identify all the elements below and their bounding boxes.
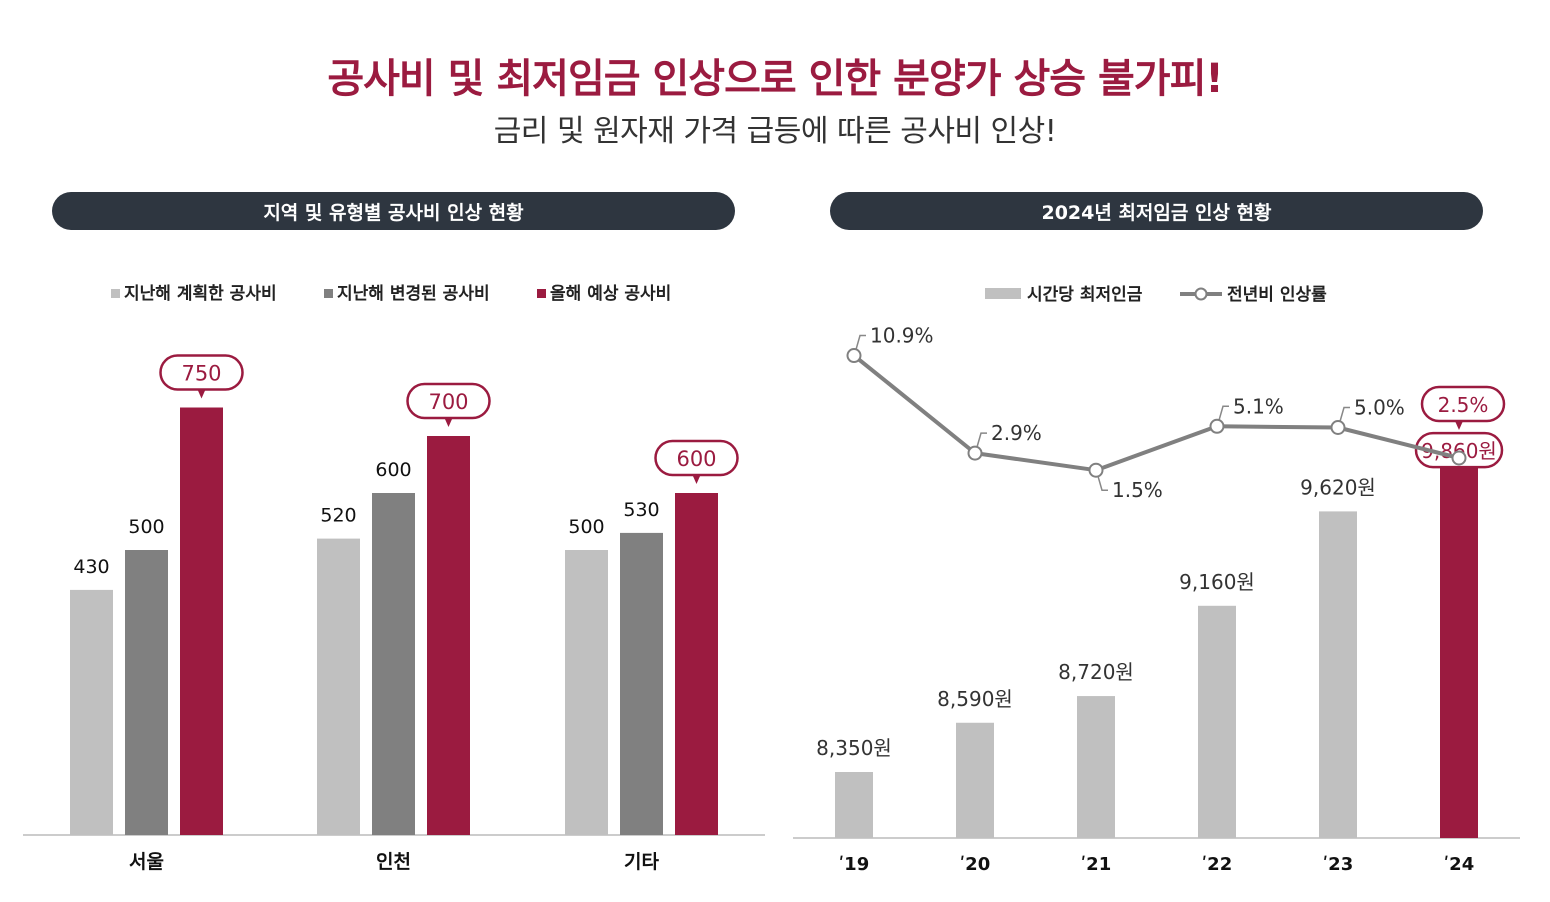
data-label: 5.1%	[1233, 394, 1284, 418]
data-label: 9,160원	[1179, 570, 1255, 594]
legend-swatch	[985, 288, 1021, 299]
line-point	[1209, 418, 1225, 434]
data-label: 1.5%	[1112, 478, 1163, 502]
data-label: 430	[73, 556, 109, 578]
data-label: 750	[181, 362, 221, 386]
data-label: 10.9%	[870, 324, 934, 348]
bar	[180, 407, 223, 835]
page-subtitle: 금리 및 원자재 가격 급등에 따른 공사비 인상!	[493, 114, 1057, 149]
legend-label: 올해 예상 공사비	[550, 284, 671, 304]
bar	[1440, 462, 1478, 838]
callout-pointer	[1455, 421, 1463, 430]
bar	[1077, 696, 1115, 838]
callout-pointer	[197, 389, 206, 399]
category-label: 서울	[129, 851, 164, 873]
bar	[620, 532, 663, 835]
page-title: 공사비 및 최저임금 인상으로 인한 분양가 상승 불가피!	[327, 56, 1223, 102]
bar	[427, 436, 470, 835]
bar	[835, 772, 873, 838]
line-point	[967, 445, 983, 461]
line-point	[846, 348, 862, 364]
data-label: 500	[128, 516, 164, 538]
legend-label: 전년비 인상률	[1227, 285, 1327, 305]
legend-swatch	[324, 289, 333, 298]
category-label: ʹ23	[1323, 854, 1353, 875]
bar	[317, 538, 360, 835]
category-label: ʹ19	[839, 854, 869, 875]
leader-line	[1339, 406, 1350, 422]
leader-line	[976, 432, 987, 448]
leader-line	[1218, 405, 1229, 421]
category-label: ʹ20	[960, 854, 990, 875]
chart-title-minimum-wage: 2024년 최저임금 인상 현황	[830, 192, 1483, 230]
callout-bubble	[1414, 431, 1504, 469]
legend-swatch	[111, 289, 120, 298]
chart-title-construction-cost: 지역 및 유형별 공사비 인상 현황	[52, 192, 735, 230]
data-label: 5.0%	[1354, 396, 1405, 420]
line-point	[1088, 462, 1104, 478]
data-label: 500	[568, 516, 604, 538]
data-label: 9,620원	[1300, 475, 1376, 499]
category-label: 기타	[624, 851, 659, 873]
category-label: ʹ22	[1202, 854, 1232, 875]
line-point	[1330, 420, 1346, 435]
data-label: 700	[428, 390, 468, 414]
bar	[125, 550, 168, 835]
bar	[1198, 605, 1236, 838]
data-label: 600	[375, 459, 411, 481]
leader-line	[855, 334, 866, 350]
bar	[1319, 511, 1357, 838]
callout-pointer	[692, 475, 701, 484]
legend-label: 시간당 최저인금	[1027, 285, 1143, 305]
data-label: 2.5%	[1438, 393, 1489, 417]
data-label: 8,350원	[816, 736, 892, 760]
line-point	[1451, 450, 1467, 466]
legend-marker	[1194, 287, 1208, 301]
legend-swatch	[537, 289, 546, 298]
series-line	[852, 353, 1460, 473]
bar	[675, 493, 718, 835]
data-label: 8,720원	[1058, 660, 1134, 684]
category-label: ʹ24	[1444, 854, 1474, 875]
construction-cost-chart: 지난해 계획한 공사비 지난해 변경된 공사비 올해 예상 공사비 430 500 750…	[23, 284, 765, 873]
category-label: 인천	[376, 851, 411, 873]
legend-label: 지난해 계획한 공사비	[124, 284, 277, 304]
data-label: 520	[320, 505, 356, 527]
data-label: 8,590원	[937, 687, 1013, 711]
bar	[372, 493, 415, 835]
bar	[70, 589, 113, 835]
legend-label: 지난해 변경된 공사비	[337, 284, 490, 304]
leader-line	[1097, 475, 1108, 491]
bar	[956, 722, 994, 838]
data-label: 2.9%	[991, 421, 1042, 445]
data-label: 600	[676, 447, 716, 471]
callout-pointer	[444, 418, 453, 427]
data-label: 530	[623, 499, 659, 521]
bar	[565, 550, 608, 835]
category-label: ʹ21	[1081, 854, 1111, 875]
